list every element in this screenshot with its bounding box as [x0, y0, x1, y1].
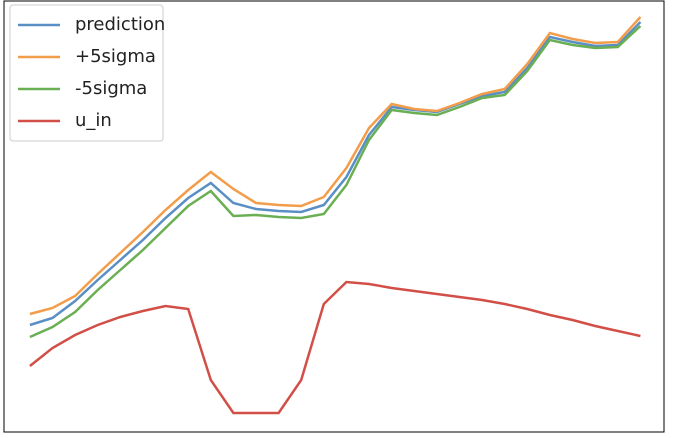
legend-label: -5sigma [75, 78, 147, 99]
legend-box [9, 4, 164, 142]
series-line [29, 16, 642, 316]
legend-label: u_in [75, 110, 112, 131]
legend: prediction +5sigma -5sigma u_in [9, 4, 165, 142]
plot-area [29, 16, 642, 415]
legend-label: prediction [75, 14, 165, 35]
series-line [29, 280, 641, 415]
series-line [29, 21, 642, 327]
series-line [29, 25, 642, 339]
legend-label: +5sigma [75, 46, 156, 67]
